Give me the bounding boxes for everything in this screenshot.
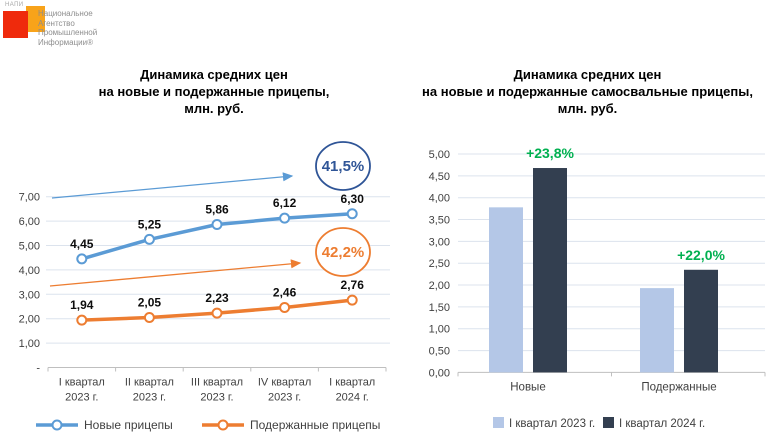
svg-text:4,45: 4,45: [70, 237, 94, 251]
svg-text:+23,8%: +23,8%: [526, 145, 574, 161]
svg-text:2,23: 2,23: [205, 291, 229, 305]
x-axis: [457, 371, 766, 377]
svg-text:41,5%: 41,5%: [322, 158, 365, 175]
title-line: млн. руб.: [184, 101, 244, 116]
bar-chart-title: Динамика средних цен на новые и подержан…: [420, 66, 771, 117]
svg-text:2,05: 2,05: [138, 295, 162, 309]
napi-name-line: Информации®: [38, 37, 94, 47]
svg-text:1,94: 1,94: [70, 298, 94, 312]
series-line-0: [76, 208, 358, 265]
napi-name-line: Промышленной: [38, 28, 98, 37]
svg-text:6,12: 6,12: [273, 196, 297, 210]
svg-text:5,00: 5,00: [429, 149, 450, 161]
svg-text:3,00: 3,00: [429, 236, 450, 248]
x-axis-labels: Новые Подержанные: [510, 381, 716, 393]
svg-text:1,00: 1,00: [19, 338, 40, 350]
svg-text:7,00: 7,00: [19, 192, 40, 204]
y-axis-labels: 5,00 4,50 4,00 3,50 3,00 2,50 2,00 1,50 1,00 0,50…: [429, 149, 450, 379]
napi-name: Национальное Агентство Промышленной Инфо…: [38, 9, 97, 47]
svg-text:-: -: [36, 363, 40, 375]
legend-item-1: I квартал 2024 г.: [603, 417, 705, 430]
svg-text:4,00: 4,00: [429, 193, 450, 205]
svg-text:5,00: 5,00: [19, 241, 40, 253]
bar-chart-section: Динамика средних цен на новые и подержан…: [420, 66, 771, 434]
y-axis-labels: 7,00 6,00 5,00 4,00 3,00 2,00 1,00 -: [19, 192, 41, 375]
svg-text:3,50: 3,50: [429, 215, 450, 227]
svg-text:Подержанные: Подержанные: [641, 381, 716, 393]
growth-badge-0: 41,5%: [315, 141, 371, 191]
series-data-labels-0: 4,45 5,25 5,86 6,12 6,30: [70, 192, 364, 251]
svg-text:2,46: 2,46: [273, 285, 297, 299]
series-line-1: [76, 294, 358, 326]
svg-text:2,50: 2,50: [429, 258, 450, 270]
bar-1-1: [684, 269, 718, 373]
title-line: на новые и подержанные самосвальные приц…: [422, 84, 753, 99]
title-line: Динамика средних цен: [513, 67, 662, 82]
svg-text:6,00: 6,00: [19, 216, 40, 228]
price-line-chart: 7,00 6,00 5,00 4,00 3,00 2,00 1,00 - I квартал 20…: [19, 141, 390, 432]
svg-text:42,2%: 42,2%: [322, 244, 365, 261]
bar-1-0: [533, 168, 567, 373]
svg-text:2,00: 2,00: [429, 280, 450, 292]
svg-text:+22,0%: +22,0%: [677, 247, 725, 263]
napi-name-line: Агентство: [38, 18, 75, 28]
napi-name-line: Национальное: [38, 9, 93, 18]
svg-text:1,00: 1,00: [429, 324, 450, 336]
title-line: на новые и подержанные прицепы,: [98, 84, 330, 99]
title-line: Динамика средних цен: [140, 67, 288, 82]
growth-labels: +23,8% +22,0%: [526, 145, 725, 263]
trend-arrow-1: [49, 259, 302, 287]
line-chart-section: Динамика средних цен на новые и подержан…: [10, 66, 390, 434]
svg-text:6,30: 6,30: [341, 192, 365, 206]
legend-item-1: Подержанные прицепы: [202, 418, 380, 432]
svg-text:2,76: 2,76: [341, 278, 365, 292]
napi-abbr: НАПИ: [5, 2, 24, 8]
title-line: млн. руб.: [557, 101, 618, 116]
legend-item-0: Новые прицепы: [36, 418, 173, 432]
svg-text:4,00: 4,00: [19, 265, 40, 277]
svg-text:I квартал 2023 г.: I квартал 2023 г.: [509, 418, 595, 430]
bar-0-1: [640, 288, 674, 373]
svg-text:0,00: 0,00: [429, 367, 450, 379]
svg-text:Подержанные прицепы: Подержанные прицепы: [250, 418, 380, 432]
svg-text:I квартал 2024 г.: I квартал 2024 г.: [619, 418, 705, 430]
bar-series-0: [489, 207, 674, 373]
x-axis-labels: I квартал 2023 г. II квартал 2023 г. III ква…: [59, 377, 375, 404]
svg-text:5,25: 5,25: [138, 217, 162, 231]
growth-badge-1: 42,2%: [315, 227, 371, 277]
logo-orange-square: [26, 6, 45, 32]
svg-text:Новые прицепы: Новые прицепы: [84, 418, 173, 432]
svg-text:1,50: 1,50: [429, 302, 450, 314]
svg-text:3,00: 3,00: [19, 289, 40, 301]
trend-arrow-0: [51, 172, 294, 199]
bar-0-0: [489, 207, 523, 373]
price-bar-chart: 5,00 4,50 4,00 3,50 3,00 2,50 2,00 1,50 1,00 0,50…: [429, 145, 766, 430]
bar-series-1: [533, 168, 718, 373]
svg-text:Новые: Новые: [510, 381, 545, 393]
x-axis: [47, 367, 387, 372]
svg-text:5,86: 5,86: [205, 203, 229, 217]
svg-text:0,50: 0,50: [429, 346, 450, 358]
svg-text:4,50: 4,50: [429, 171, 450, 183]
napi-logo: НАПИ Национальное Агентство Промышленной…: [3, 2, 223, 52]
svg-text:2,00: 2,00: [19, 314, 40, 326]
line-chart-title: Динамика средних цен на новые и подержан…: [10, 66, 390, 117]
series-data-labels-1: 1,94 2,05 2,23 2,46 2,76: [70, 278, 364, 312]
logo-red-square: [3, 11, 28, 38]
legend-item-0: I квартал 2023 г.: [493, 417, 595, 430]
